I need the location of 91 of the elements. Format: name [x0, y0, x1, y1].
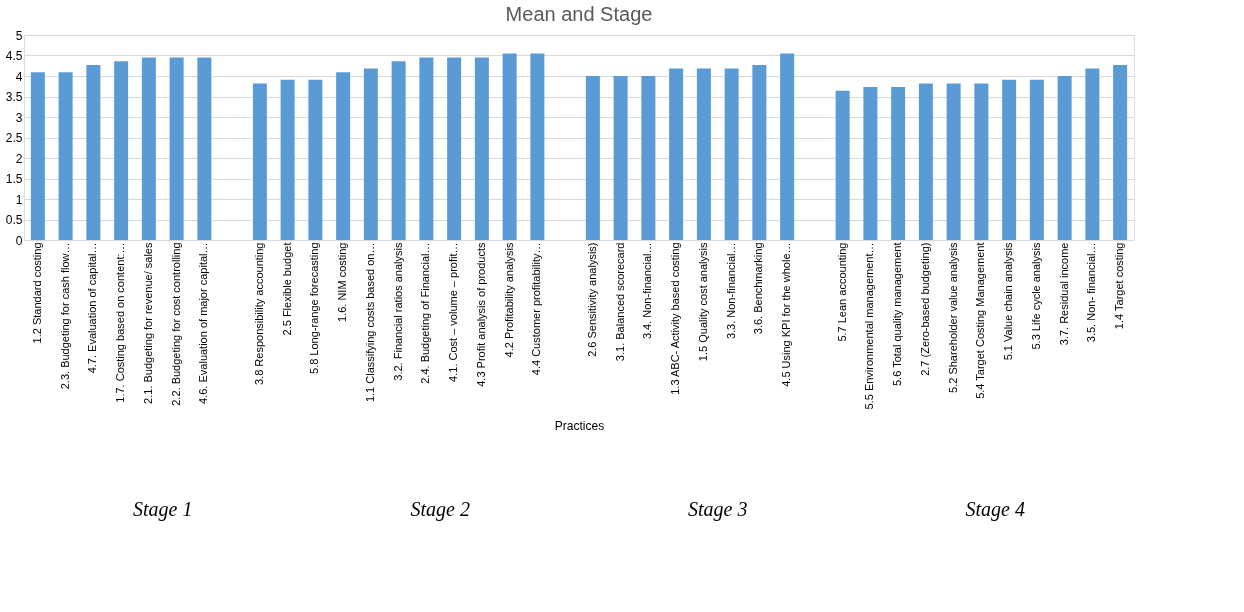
x-tick-label: 5.4 Target Costing Management — [974, 242, 987, 399]
x-tick-label: 4.1. Cost – volume – profit… — [447, 242, 460, 382]
text: Stage 2 — [410, 498, 470, 521]
bar — [669, 68, 684, 240]
x-tick-label: 5.2 Shareholder value analysis — [946, 242, 959, 393]
bar — [419, 57, 434, 240]
bar — [974, 83, 989, 240]
x-tick-label: 1.2 Standard costing — [30, 242, 43, 344]
x-tick-label: 5.6 Total quality management — [891, 242, 904, 386]
bar — [1085, 68, 1100, 240]
bar — [1002, 79, 1017, 240]
bar — [114, 61, 129, 240]
bar — [86, 64, 101, 240]
y-tick-label: 4 — [15, 69, 23, 84]
bar — [530, 53, 545, 240]
bar — [363, 68, 378, 240]
chart-title: Mean and Stage — [505, 3, 653, 25]
bar — [280, 79, 295, 240]
x-tick-label: 1.4 Target costing — [1113, 242, 1126, 330]
bar — [141, 57, 156, 240]
x-tick-label: 5.1 Value chain analysis — [1002, 242, 1015, 361]
y-tick-label: 1.5 — [5, 172, 23, 186]
y-tick-label: 2.5 — [5, 131, 23, 145]
bar — [641, 76, 656, 240]
text: Stage 4 — [965, 498, 1025, 521]
x-tick-label: 2.3. Budgeting for cash flow… — [58, 242, 71, 390]
bar — [197, 57, 212, 240]
bar — [30, 72, 45, 240]
x-tick-label: 4.4 Customer profitability… — [530, 242, 543, 376]
y-tick-label: 3 — [15, 110, 23, 125]
bar — [336, 72, 351, 240]
y-tick-label: 5 — [15, 28, 23, 43]
x-tick-label: 4.2 Profitability analysis — [502, 242, 515, 358]
x-tick-label: 4.3 Profit analysis of products — [474, 242, 487, 387]
x-axis-title: Practices — [554, 419, 605, 434]
bar — [863, 87, 878, 240]
x-tick-label: 3.4. Non-financial… — [641, 242, 654, 340]
bar — [169, 57, 184, 240]
x-tick-label: 4.7. Evaluation of capital… — [86, 242, 99, 374]
bar — [780, 53, 795, 240]
bar — [835, 90, 850, 240]
bar — [1029, 79, 1044, 240]
bar — [391, 61, 406, 240]
x-tick-label: 1.7. Costing based on content:… — [114, 242, 127, 403]
x-tick-label: 3.2. Financial ratios analysis — [391, 242, 404, 381]
x-tick-label: 2.2. Budgeting for cost controlling — [169, 242, 182, 406]
y-tick-label: 2 — [15, 151, 23, 166]
bar — [447, 57, 462, 240]
bar — [613, 76, 628, 240]
text: Stage 3 — [688, 498, 748, 521]
x-tick-label: 2.4. Budgeting of Financial… — [419, 242, 432, 384]
bar — [891, 87, 906, 240]
x-tick-label: 1.1 Classifying costs based on… — [363, 242, 376, 403]
x-tick-label: 2.6 Sensitivity analysis) — [585, 242, 598, 357]
x-tick-label: 5.5 Environmental management… — [863, 242, 876, 410]
x-tick-label: 1.5 Quality cost analysis — [696, 242, 709, 362]
x-tick-label: 2.7 (Zero-based budgeting) — [918, 242, 931, 376]
y-tick-label: 0.5 — [5, 213, 23, 227]
y-tick-label: 4.5 — [5, 49, 23, 63]
y-tick-label: 3.5 — [5, 90, 23, 104]
bar — [585, 76, 600, 240]
y-tick-label: 1 — [15, 192, 23, 207]
bar — [502, 53, 517, 240]
x-tick-label: 1.6. NIM costing — [336, 242, 349, 322]
bar — [918, 83, 933, 240]
x-tick-label: 5.8 Long-range forecasting — [308, 242, 321, 374]
x-tick-label: 2.1. Budgeting for revenue/ sales — [141, 242, 154, 404]
x-tick-label: 3.3. Non-financial… — [724, 242, 737, 340]
x-tick-label: 2.5 Flexible budget — [280, 242, 293, 336]
bar — [946, 83, 961, 240]
x-tick-label: 4.6. Evaluation of major capital… — [197, 242, 210, 404]
x-tick-label: 5.7 Lean accounting — [835, 242, 848, 342]
x-tick-label: 3.5. Non- financial… — [1085, 242, 1098, 343]
x-tick-label: 3.8 Responsibility accounting — [252, 242, 265, 385]
bar — [474, 57, 489, 240]
bar — [752, 64, 767, 240]
bar — [696, 68, 711, 240]
x-tick-label: 3.7. Residual income — [1057, 242, 1070, 346]
x-tick-label: 1.3 ABC- Activity based costing — [669, 242, 682, 395]
bar — [1057, 76, 1072, 240]
x-tick-label: 3.6. Benchmarking — [752, 242, 765, 335]
bar — [1113, 64, 1128, 240]
text: Stage 1 — [133, 498, 193, 521]
y-tick-label: 0 — [15, 233, 23, 248]
bar — [308, 79, 323, 240]
x-tick-label: 3.1. Balanced scorecard — [613, 242, 626, 362]
x-tick-label: 5.3 Life cycle analysis — [1029, 242, 1042, 350]
bar — [724, 68, 739, 240]
bar — [58, 72, 73, 240]
x-tick-label: 4.5 Using KPI for the whole… — [780, 242, 793, 387]
bar — [252, 83, 267, 240]
